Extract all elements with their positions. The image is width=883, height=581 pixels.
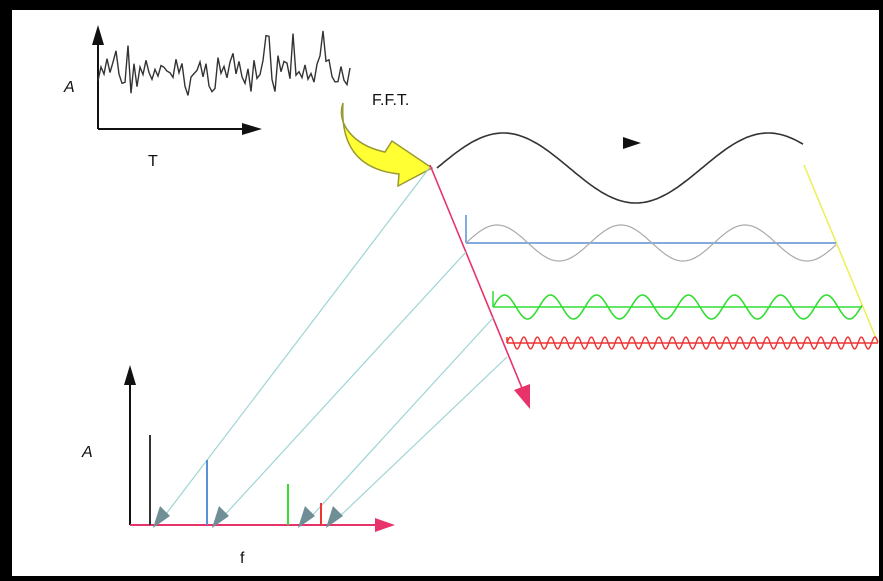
freq-amplitude-label: A [81,444,93,461]
projection-fundamental [162,166,431,519]
projection-lines [162,166,508,519]
time-y-arrowhead [92,25,104,45]
time-x-arrowhead [242,123,262,135]
diagram-canvas: A T F.F.T. [12,10,879,576]
fundamental-wave [436,132,804,204]
arrowhead-red [326,506,343,528]
diagonal-axis [429,164,530,409]
yellow-envelope-line [803,164,879,344]
blue-wave [465,224,837,262]
red-wave [506,336,879,350]
freq-axis-label: f [240,550,245,567]
green-wave [492,294,863,320]
time-domain-plot: A T [63,25,351,170]
time-axis-label: T [148,153,158,170]
freq-y-arrowhead [124,365,136,385]
frequency-domain-plot: A f [81,365,395,567]
harmonic-red [506,336,879,350]
projection-blue [221,251,467,519]
harmonic-blue [465,215,837,262]
time-signal-noise [97,30,351,96]
fft-arrow [340,102,434,188]
projection-green [309,317,494,519]
freq-x-arrowhead [375,518,395,532]
fft-diagram: A T F.F.T. [63,25,879,567]
arrowhead-blue [212,506,229,528]
time-amplitude-label: A [63,79,75,96]
arrowhead-green [298,506,315,528]
projection-red [337,356,508,519]
diagonal-arrowhead [514,384,530,409]
arrowhead-fundamental [153,506,170,528]
fft-label: F.F.T. [372,92,409,109]
direction-arrowhead [623,137,641,149]
harmonic-green [492,291,863,320]
